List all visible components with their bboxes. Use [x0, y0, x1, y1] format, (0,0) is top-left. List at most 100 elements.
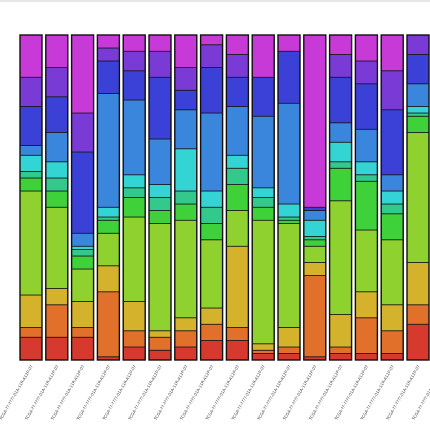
bar-11-segment-1: [277, 353, 301, 361]
bar-7-segment-9: [174, 89, 198, 111]
bar-14-segment-9: [354, 83, 378, 130]
bar-8-segment-2: [200, 323, 224, 341]
bar-1-segment-10: [19, 76, 43, 107]
bar-5-segment-10: [122, 50, 146, 72]
bar-13-segment-3: [329, 314, 353, 348]
bar-3-segment-11: [71, 34, 94, 114]
bar-7-segment-10: [174, 67, 198, 91]
bar-4-segment-8: [97, 93, 120, 208]
bar-8-segment-5: [200, 223, 224, 241]
bar-3-segment-10: [71, 112, 94, 153]
bar-4-outline: [96, 34, 121, 361]
bar-6-segment-4: [148, 223, 172, 332]
bar-15-segment-10: [380, 70, 404, 111]
bar-7-segment-8: [174, 109, 198, 150]
bar-13-segment-8: [329, 122, 353, 143]
bar-16-segment-9: [406, 54, 430, 85]
bar-9-segment-3: [225, 245, 249, 328]
bar-1-segment-6: [19, 171, 43, 179]
bar-7-segment-6: [174, 190, 198, 205]
bar-9-segment-4: [225, 210, 249, 247]
bar-10-segment-9: [251, 76, 275, 117]
bar-14-segment-5: [354, 180, 378, 231]
bar-9-segment-10: [225, 54, 249, 78]
bar-15-segment-11: [380, 34, 404, 72]
bar-10-segment-3: [251, 343, 275, 351]
bar-9-segment-8: [225, 106, 249, 156]
bar-1-segment-5: [19, 177, 43, 192]
bar-7-segment-7: [174, 148, 198, 192]
bar-12-segment-5: [303, 239, 327, 247]
bar-14-segment-7: [354, 161, 378, 176]
bar-15-segment-3: [380, 304, 404, 332]
bar-13-segment-6: [329, 161, 353, 169]
bar-10-segment-11: [251, 34, 275, 78]
bar-10-segment-1: [251, 353, 275, 361]
bar-7-segment-11: [174, 34, 198, 68]
bar-15-segment-2: [380, 330, 404, 354]
bar-6-outline: [148, 34, 172, 361]
bar-2-segment-6: [45, 177, 69, 192]
bar-14-segment-10: [354, 60, 378, 85]
bar-2-segment-4: [45, 206, 69, 289]
bar-9-segment-2: [225, 327, 249, 341]
bar-4-segment-11: [97, 34, 120, 49]
bar-12-outline: [303, 34, 327, 361]
bar-7-segment-2: [174, 330, 198, 348]
bar-6-segment-7: [148, 184, 172, 198]
bar-7-segment-1: [174, 346, 198, 361]
bars-group: [19, 34, 430, 361]
bar-1-segment-7: [19, 154, 43, 172]
bar-13-segment-1: [329, 353, 353, 361]
bar-11-segment-3: [277, 327, 301, 348]
bar-12-segment-2: [303, 275, 327, 358]
bar-15-segment-1: [380, 353, 404, 361]
bar-16-segment-10: [406, 34, 430, 55]
bar-3-segment-6: [71, 249, 94, 257]
bar-2-segment-5: [45, 190, 69, 208]
bar-11-segment-9: [277, 50, 301, 104]
bar-5-segment-8: [122, 99, 146, 176]
bar-5-outline: [122, 34, 146, 361]
bar-6-segment-9: [148, 76, 172, 140]
bar-6-segment-1: [148, 349, 172, 361]
bar-3-outline: [70, 34, 95, 361]
bar-8-segment-3: [200, 307, 224, 325]
bar-11-segment-11: [277, 34, 301, 52]
bar-11-segment-8: [277, 102, 301, 205]
bar-12-segment-4: [303, 245, 327, 263]
bar-9-outline: [225, 34, 250, 361]
bar-12-segment-6: [303, 236, 327, 241]
bar-11-outline: [277, 34, 301, 361]
bar-10-segment-8: [251, 115, 275, 189]
bar-14-segment-6: [354, 174, 378, 182]
bar-4-segment-9: [97, 60, 120, 94]
bar-2-segment-10: [45, 67, 69, 98]
bar-3-segment-1: [71, 336, 94, 361]
bar-9-segment-9: [225, 76, 249, 107]
bar-4-segment-4: [97, 232, 120, 267]
bar-12-segment-8: [303, 210, 327, 221]
bar-13-segment-5: [329, 167, 353, 202]
bar-4-segment-5: [97, 219, 120, 234]
bar-7-segment-5: [174, 203, 198, 221]
bar-14-segment-1: [354, 353, 378, 361]
bar-8-segment-9: [200, 67, 224, 114]
bar-1-segment-3: [19, 294, 43, 328]
bar-1-outline: [19, 34, 43, 361]
bar-14-segment-3: [354, 291, 378, 319]
bar-16-segment-3: [406, 262, 430, 306]
bar-15-segment-7: [380, 190, 404, 205]
bar-16-segment-5: [406, 115, 430, 133]
bar-6-segment-11: [148, 34, 172, 52]
bar-10-segment-2: [251, 349, 275, 354]
bar-5-segment-11: [122, 34, 146, 52]
bar-8-segment-8: [200, 112, 224, 192]
bar-14-segment-11: [354, 34, 378, 62]
bar-11-segment-4: [277, 223, 301, 328]
bar-14-segment-4: [354, 229, 378, 293]
bar-3-segment-5: [71, 255, 94, 270]
bar-16-segment-6: [406, 112, 430, 117]
bar-10-outline: [251, 34, 275, 361]
